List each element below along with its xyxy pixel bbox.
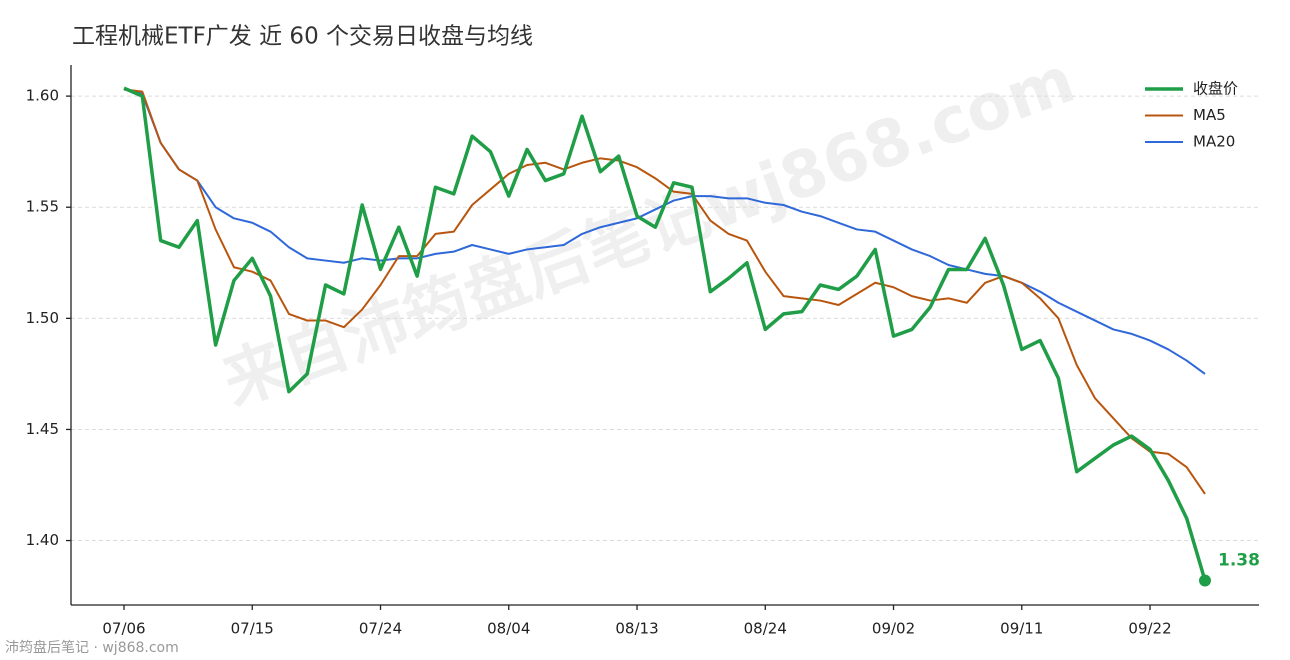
chart-title: 工程机械ETF广发 近 60 个交易日收盘与均线	[72, 24, 533, 50]
legend-label: MA20	[1193, 133, 1235, 151]
y-tick-label: 1.45	[26, 420, 59, 438]
y-tick-label: 1.60	[26, 87, 59, 105]
x-tick-label: 07/24	[359, 620, 402, 638]
x-tick-label: 07/15	[231, 620, 274, 638]
x-tick-label: 09/11	[1000, 620, 1043, 638]
y-tick-label: 1.50	[26, 309, 59, 327]
x-tick-label: 09/02	[872, 620, 915, 638]
x-tick-label: 08/04	[487, 620, 530, 638]
y-tick-label: 1.40	[26, 531, 59, 549]
footer: 沛筠盘后笔记 · wj868.com	[5, 639, 179, 656]
y-tick-label: 1.55	[26, 198, 59, 216]
watermark: 来自沛筠盘后笔记wj868.com	[214, 43, 1085, 420]
value-label: 1.38	[1218, 551, 1260, 571]
legend-label: 收盘价	[1193, 80, 1238, 98]
series-line	[123, 88, 1206, 495]
x-tick-label: 09/22	[1128, 620, 1171, 638]
end-point	[1199, 574, 1211, 587]
x-tick-label: 08/13	[615, 620, 658, 638]
x-tick-label: 08/24	[744, 620, 787, 638]
legend-label: MA5	[1193, 106, 1226, 124]
x-tick-label: 07/06	[102, 620, 145, 638]
series-line	[123, 86, 1207, 582]
